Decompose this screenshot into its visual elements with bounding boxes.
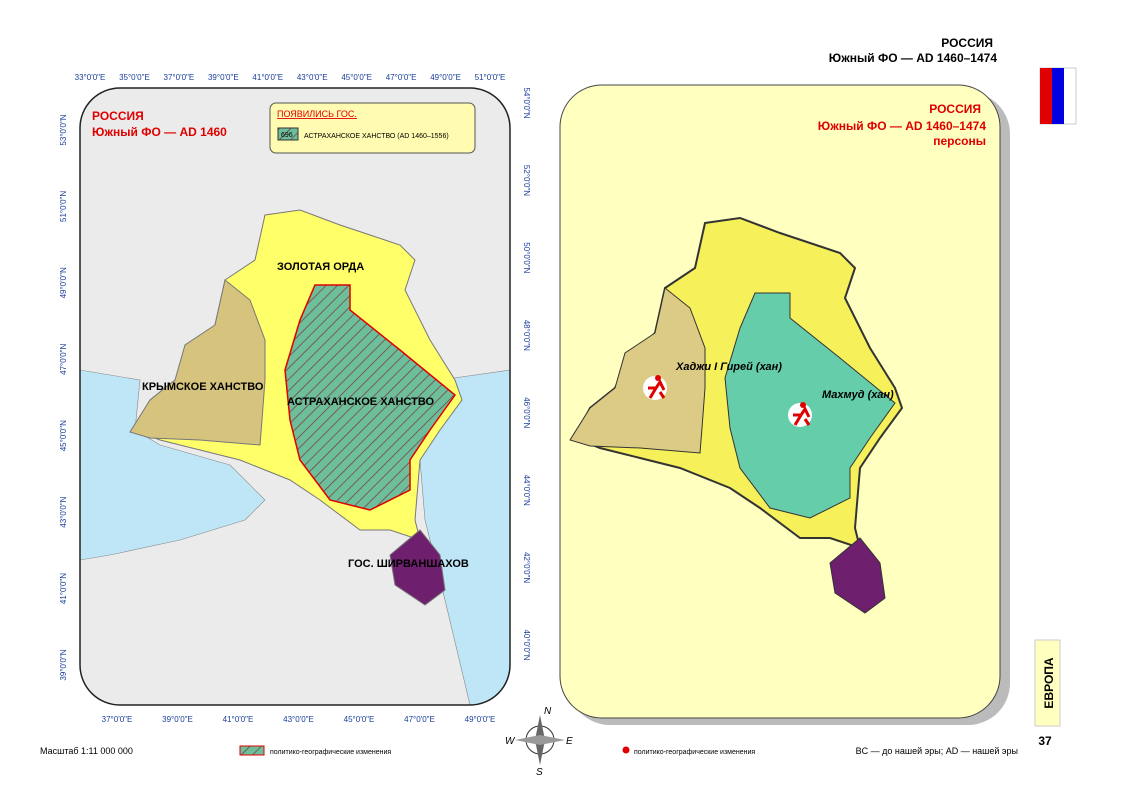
coordinate-label: 39°0'0"N xyxy=(59,649,68,680)
region-label: КРЫМСКОЕ ХАНСТВО xyxy=(142,381,264,393)
coordinate-label: 45°0'0"N xyxy=(59,420,68,451)
coordinate-label: 33°0'0"E xyxy=(75,73,106,82)
compass-letter: E xyxy=(566,736,573,747)
dot-legend: политико-географические изменения xyxy=(634,749,755,756)
page-number: 37 xyxy=(1038,734,1052,748)
coordinate-label: 43°0'0"E xyxy=(283,715,314,724)
coordinate-label: 49°0'0"E xyxy=(430,73,461,82)
graticule-labels: 33°0'0"E 35°0'0"E 37°0'0"E 39°0'0"E 41°0'0"E… xyxy=(59,73,531,724)
coordinate-label: 39°0'0"E xyxy=(162,715,193,724)
map-subtitle: Южный ФО — AD 1460–1474 xyxy=(818,119,987,133)
legend-code: 696 xyxy=(281,132,293,139)
coordinate-label: 53°0'0"N xyxy=(59,114,68,145)
region-label: ГОС. ШИРВАНШАХОВ xyxy=(348,558,469,570)
map-title: РОССИЯ xyxy=(929,102,981,116)
compass: N E S W xyxy=(505,706,573,778)
person-label: Махмуд (хан) xyxy=(822,389,894,401)
coordinate-label: 37°0'0"E xyxy=(102,715,133,724)
coordinate-label: 54°0'0"N xyxy=(522,87,531,118)
person-icon xyxy=(643,375,667,400)
coordinate-label: 49°0'0"N xyxy=(59,267,68,298)
era-note: BC — до нашей эры; AD — нашей эры xyxy=(856,746,1018,756)
coordinate-label: 47°0'0"N xyxy=(59,343,68,374)
coordinate-label: 46°0'0"N xyxy=(522,397,531,428)
header-subtitle: Южный ФО — AD 1460–1474 xyxy=(829,51,998,65)
coordinate-label: 43°0'0"N xyxy=(59,496,68,527)
person-icon xyxy=(788,402,812,427)
scale: Масштаб 1:11 000 000 xyxy=(40,746,133,756)
coordinate-label: 39°0'0"E xyxy=(208,73,239,82)
section: ЕВРОПА xyxy=(1042,657,1056,708)
coordinate-label: 51°0'0"E xyxy=(475,73,506,82)
flag xyxy=(1039,67,1077,125)
coordinate-label: 50°0'0"N xyxy=(522,242,531,273)
coordinate-label: 43°0'0"E xyxy=(297,73,328,82)
hatch-legend: политико-географические изменения xyxy=(270,749,391,756)
compass-letter: W xyxy=(505,736,516,747)
coordinate-label: 42°0'0"N xyxy=(522,552,531,583)
coordinate-label: 41°0'0"E xyxy=(223,715,254,724)
coordinate-label: 45°0'0"E xyxy=(344,715,375,724)
map-note: персоны xyxy=(933,134,986,148)
coordinate-label: 52°0'0"N xyxy=(522,165,531,196)
coordinate-label: 51°0'0"N xyxy=(59,191,68,222)
coordinate-label: 45°0'0"E xyxy=(341,73,372,82)
coordinate-label: 47°0'0"E xyxy=(386,73,417,82)
coordinate-label: 49°0'0"E xyxy=(465,715,496,724)
coordinate-label: 40°0'0"N xyxy=(522,629,531,660)
map-subtitle: Южный ФО — AD 1460 xyxy=(92,125,227,139)
coordinate-label: 48°0'0"N xyxy=(522,320,531,351)
region-label: АСТРАХАНСКОЕ ХАНСТВО xyxy=(287,396,434,408)
coordinate-label: 35°0'0"E xyxy=(119,73,150,82)
compass-letter: S xyxy=(536,767,543,778)
map-title: РОССИЯ xyxy=(92,109,144,123)
person-label: Хаджи I Гирей (хан) xyxy=(675,361,782,373)
legend-label: АСТРАХАНСКОЕ ХАНСТВО (AD 1460–1556) xyxy=(304,133,449,140)
coordinate-label: 37°0'0"E xyxy=(164,73,195,82)
header-country: РОССИЯ xyxy=(941,36,993,50)
region-label: ЗОЛОТАЯ ОРДА xyxy=(277,261,364,273)
left-map: РОССИЯ Южный ФО — AD 1460 ПОЯВИЛИСЬ ГОС.… xyxy=(59,73,531,724)
coordinate-label: 41°0'0"E xyxy=(252,73,283,82)
right-map: РОССИЯ Южный ФО — AD 1460–1474 персоны Х… xyxy=(559,84,1010,725)
coordinate-label: 44°0'0"N xyxy=(522,475,531,506)
coordinate-label: 41°0'0"N xyxy=(59,573,68,604)
compass-letter: N xyxy=(544,706,552,717)
legend-heading: ПОЯВИЛИСЬ ГОС. xyxy=(277,109,357,119)
coordinate-label: 47°0'0"E xyxy=(404,715,435,724)
